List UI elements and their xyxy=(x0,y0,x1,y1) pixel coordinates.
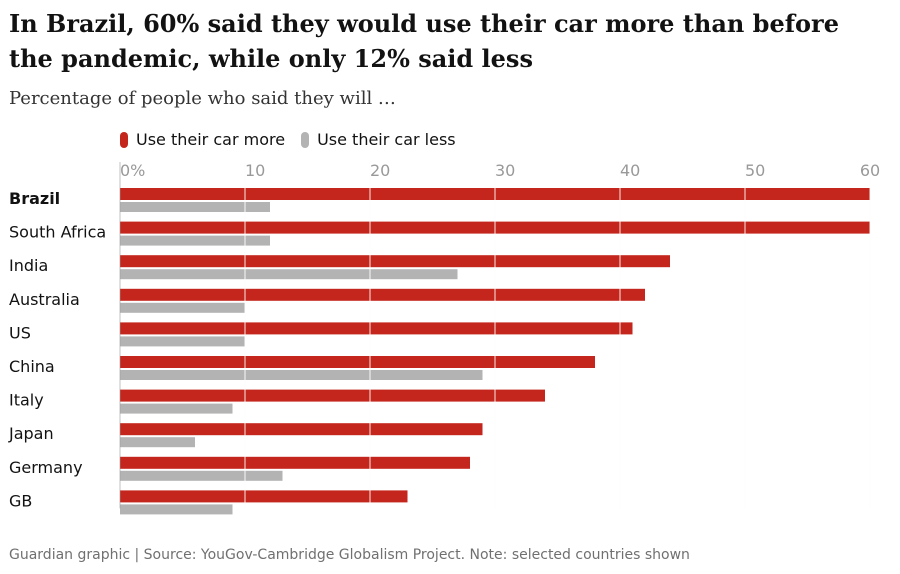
category-label: Brazil xyxy=(9,189,60,208)
x-tick-label: 20 xyxy=(370,161,390,180)
x-tick-label: 40 xyxy=(620,161,640,180)
category-label: Italy xyxy=(9,391,44,410)
category-label: Germany xyxy=(9,458,83,477)
bar-more xyxy=(120,456,470,469)
bar-less xyxy=(120,504,233,515)
legend-label-less: Use their car less xyxy=(317,130,456,149)
bar-more xyxy=(120,322,633,335)
gridlines xyxy=(119,162,871,509)
legend-item-more: Use their car more xyxy=(120,130,285,149)
bar-more xyxy=(120,288,645,301)
bar-less xyxy=(120,269,458,280)
x-tick-label: 0% xyxy=(120,161,145,180)
category-label: US xyxy=(9,323,31,342)
chart-title: In Brazil, 60% said they would use their… xyxy=(9,9,839,73)
bar-less xyxy=(120,470,283,481)
bar-less xyxy=(120,336,245,347)
legend-swatch-less xyxy=(301,131,310,148)
bar-more xyxy=(120,423,483,436)
bar-more xyxy=(120,356,595,368)
bar-less xyxy=(120,302,245,313)
x-tick-label: 60 xyxy=(860,161,880,180)
bar-more xyxy=(120,490,408,503)
x-axis-ticks: 0% 10 20 30 40 50 60 xyxy=(120,161,880,180)
source-note: Guardian graphic | Source: YouGov-Cambri… xyxy=(9,547,690,563)
category-label: Japan xyxy=(8,424,54,443)
x-tick-label: 30 xyxy=(495,161,515,180)
chart-subtitle: Percentage of people who said they will … xyxy=(9,88,396,109)
bar-more xyxy=(120,389,545,402)
bar-less xyxy=(120,370,483,380)
category-label: India xyxy=(9,256,48,275)
x-tick-label: 50 xyxy=(745,161,765,180)
legend-item-less: Use their car less xyxy=(301,130,456,149)
category-labels: Brazil South Africa India Australia US China I… xyxy=(8,189,106,510)
bars xyxy=(120,188,870,515)
x-tick-label: 10 xyxy=(245,161,265,180)
category-label: GB xyxy=(9,491,32,510)
bar-less xyxy=(120,202,270,212)
bar-chart: 0% 10 20 30 40 50 60 Brazil South Africa India Aus… xyxy=(8,161,880,515)
bar-less xyxy=(120,437,195,448)
bar-less xyxy=(120,403,233,414)
category-label: Australia xyxy=(9,290,80,309)
category-label: South Africa xyxy=(9,223,106,242)
bar-more xyxy=(120,255,670,268)
category-label: China xyxy=(9,357,55,376)
legend: Use their car more Use their car less xyxy=(120,130,472,149)
legend-swatch-more xyxy=(120,131,128,148)
bar-less xyxy=(120,235,270,246)
legend-label-more: Use their car more xyxy=(136,130,286,149)
